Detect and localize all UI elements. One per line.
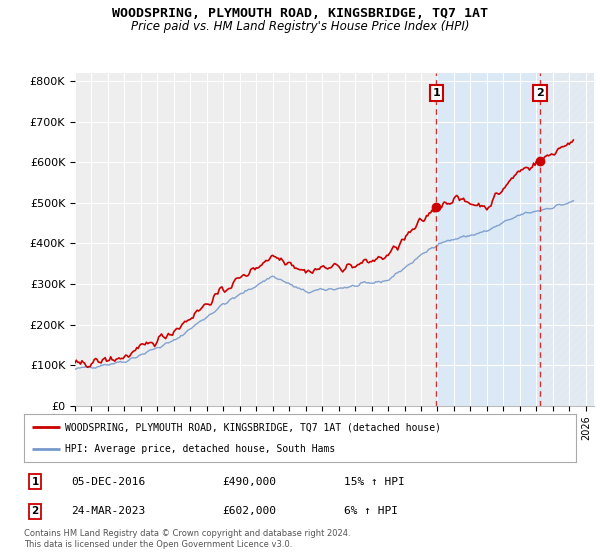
Text: HPI: Average price, detached house, South Hams: HPI: Average price, detached house, Sout… xyxy=(65,444,335,454)
Text: 05-DEC-2016: 05-DEC-2016 xyxy=(71,477,145,487)
Text: 1: 1 xyxy=(31,477,38,487)
Bar xyxy=(436,73,540,406)
Text: WOODSPRING, PLYMOUTH ROAD, KINGSBRIDGE, TQ7 1AT: WOODSPRING, PLYMOUTH ROAD, KINGSBRIDGE, … xyxy=(112,7,488,20)
Text: 24-MAR-2023: 24-MAR-2023 xyxy=(71,506,145,516)
Text: Price paid vs. HM Land Registry's House Price Index (HPI): Price paid vs. HM Land Registry's House … xyxy=(131,20,469,32)
Text: 1: 1 xyxy=(432,88,440,98)
Text: 6% ↑ HPI: 6% ↑ HPI xyxy=(344,506,398,516)
Text: 15% ↑ HPI: 15% ↑ HPI xyxy=(344,477,405,487)
Bar xyxy=(540,73,594,406)
Text: £602,000: £602,000 xyxy=(223,506,277,516)
Text: 2: 2 xyxy=(31,506,38,516)
Text: 2: 2 xyxy=(536,88,544,98)
Text: £490,000: £490,000 xyxy=(223,477,277,487)
Text: Contains HM Land Registry data © Crown copyright and database right 2024.
This d: Contains HM Land Registry data © Crown c… xyxy=(24,529,350,549)
Text: WOODSPRING, PLYMOUTH ROAD, KINGSBRIDGE, TQ7 1AT (detached house): WOODSPRING, PLYMOUTH ROAD, KINGSBRIDGE, … xyxy=(65,422,442,432)
